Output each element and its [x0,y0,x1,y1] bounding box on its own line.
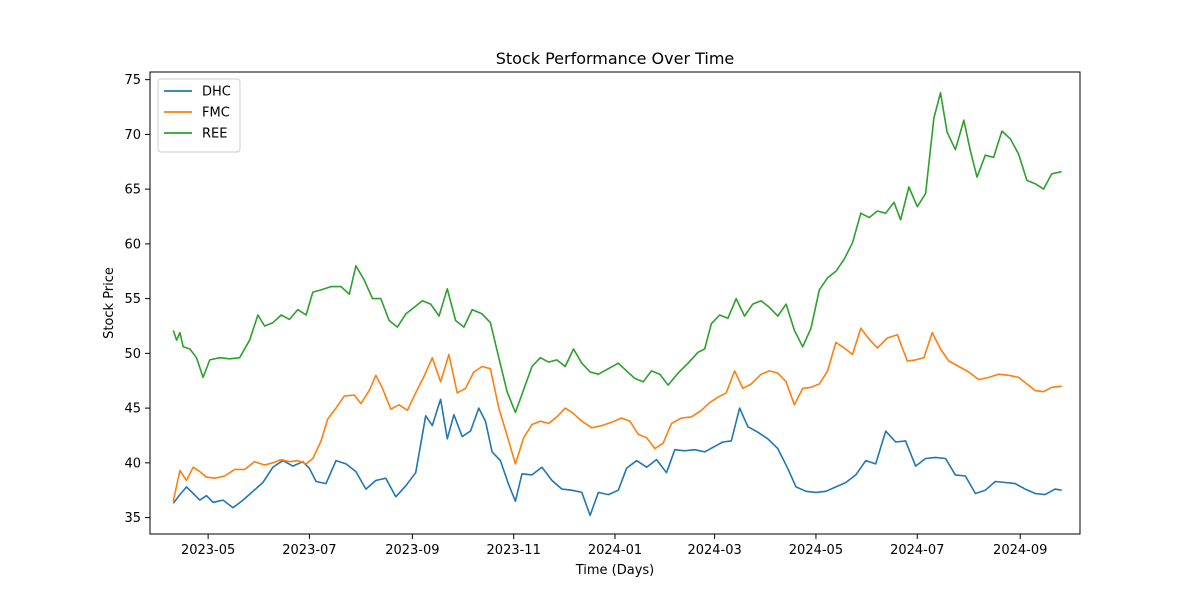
legend-label-dhc: DHC [202,85,231,100]
y-tick-label: 45 [124,402,141,417]
series-line-ree [172,92,1062,414]
legend-label-ree: REE [202,127,227,142]
y-axis-title: Stock Price [102,267,117,339]
y-tick-label: 50 [124,347,141,362]
x-tick-label: 2023-09 [385,543,439,558]
y-tick-label: 65 [124,183,141,198]
series-line-dhc [172,398,1062,517]
y-axis: 35 40 45 50 55 60 65 70 75 [124,73,150,526]
x-axis-title: Time (Days) [575,563,655,578]
x-tick-label: 2023-05 [181,543,235,558]
legend: DHC FMC REE [157,78,241,153]
y-tick-label: 55 [124,292,141,307]
x-axis: 2023-05 2023-07 2023-09 2023-11 2024-01 2024-… [181,534,1047,558]
x-tick-label: 2023-11 [487,543,541,558]
y-tick-label: 40 [124,456,141,471]
series-layer [172,92,1062,517]
x-tick-label: 2024-03 [687,543,741,558]
series-line-fmc [172,327,1062,502]
x-tick-label: 2024-05 [789,543,843,558]
chart-title: Stock Performance Over Time [496,49,735,68]
y-tick-label: 60 [124,237,141,252]
x-tick-label: 2024-01 [588,543,642,558]
y-tick-label: 35 [124,511,141,526]
y-tick-label: 75 [124,73,141,88]
legend-label-fmc: FMC [202,106,230,121]
y-tick-label: 70 [124,128,141,143]
plot-area [150,72,1080,534]
x-tick-label: 2024-07 [890,543,944,558]
x-tick-label: 2023-07 [282,543,336,558]
x-tick-label: 2024-09 [993,543,1047,558]
